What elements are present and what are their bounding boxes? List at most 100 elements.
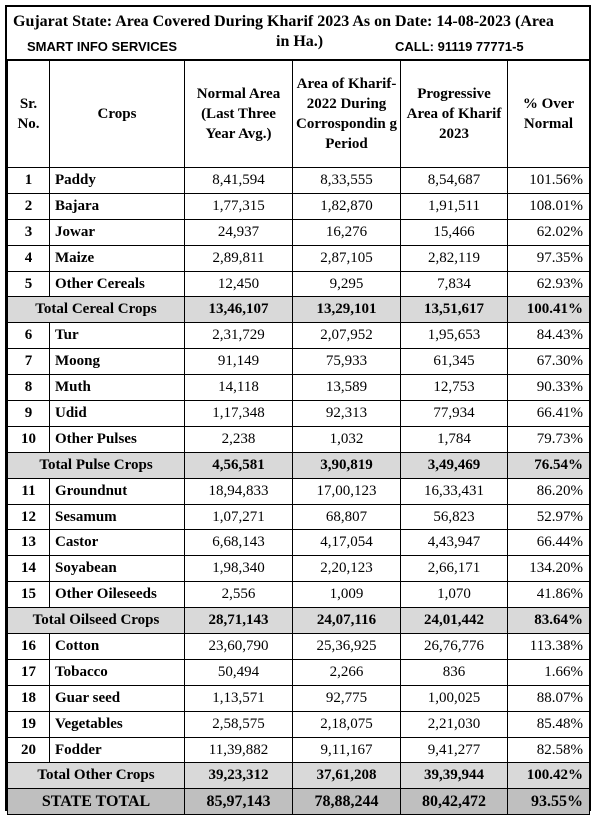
pct-over-normal-cell: 66.44% xyxy=(507,529,590,557)
column-header-crops: Crops xyxy=(49,60,185,168)
kharif-2023-cell: 2,66,171 xyxy=(400,555,508,583)
crop-name-cell: Tur xyxy=(49,322,185,350)
kharif-2022-cell: 9,11,167 xyxy=(292,736,401,764)
total-label: Total Other Crops xyxy=(7,762,185,790)
report-sheet: Gujarat State: Area Covered During Khari… xyxy=(5,5,591,816)
kharif-2023-cell: 2,82,119 xyxy=(400,244,508,272)
pct-over-normal-cell: 93.55% xyxy=(507,788,590,816)
kharif-2022-cell: 68,807 xyxy=(292,503,401,531)
sr-no-cell: 3 xyxy=(7,218,50,246)
pct-over-normal-cell: 86.20% xyxy=(507,477,590,505)
sr-no-cell: 18 xyxy=(7,684,50,712)
kharif-2023-cell: 77,934 xyxy=(400,400,508,427)
normal-area-cell: 28,71,143 xyxy=(184,607,293,635)
sr-no-cell: 8 xyxy=(7,374,50,402)
kharif-2023-cell: 56,823 xyxy=(400,503,508,531)
normal-area-cell: 2,58,575 xyxy=(184,710,293,738)
crop-name-cell: Maize xyxy=(49,244,185,272)
crop-name-cell: Castor xyxy=(49,529,185,557)
kharif-2023-cell: 26,76,776 xyxy=(400,633,508,660)
kharif-2023-cell: 3,49,469 xyxy=(400,451,508,479)
sr-no-cell: 19 xyxy=(7,710,50,738)
kharif-2023-cell: 16,33,431 xyxy=(400,477,508,505)
normal-area-cell: 23,60,790 xyxy=(184,633,293,660)
kharif-2023-cell: 4,43,947 xyxy=(400,529,508,557)
kharif-2023-cell: 12,753 xyxy=(400,374,508,402)
table-row: 13 Castor 6,68,143 4,17,054 4,43,947 66.44% xyxy=(7,529,590,557)
kharif-2023-cell: 1,95,653 xyxy=(400,322,508,350)
crop-name-cell: Moong xyxy=(49,348,185,376)
kharif-2022-cell: 92,775 xyxy=(292,684,401,712)
report-title: Gujarat State: Area Covered During Khari… xyxy=(13,13,554,30)
pct-over-normal-cell: 66.41% xyxy=(507,400,590,427)
crop-name-cell: Other Pulses xyxy=(49,425,185,453)
pct-over-normal-cell: 79.73% xyxy=(507,425,590,453)
normal-area-cell: 13,46,107 xyxy=(184,296,293,324)
pct-over-normal-cell: 134.20% xyxy=(507,555,590,583)
sr-no-cell: 20 xyxy=(7,736,50,764)
normal-area-cell: 1,17,348 xyxy=(184,400,293,427)
kharif-2023-cell: 836 xyxy=(400,658,508,686)
subtotal-row: Total Pulse Crops 4,56,581 3,90,819 3,49,46… xyxy=(7,451,590,479)
table-row: 10 Other Pulses 2,238 1,032 1,784 79.73% xyxy=(7,425,590,453)
normal-area-cell: 24,937 xyxy=(184,218,293,246)
normal-area-cell: 2,31,729 xyxy=(184,322,293,350)
crop-name-cell: Guar seed xyxy=(49,684,185,712)
column-header-normal-area: Normal Area (Last Three Year Avg.) xyxy=(184,60,293,168)
table-row: 15 Other Oileseeds 2,556 1,009 1,070 41.86% xyxy=(7,581,590,609)
kharif-2023-cell: 9,41,277 xyxy=(400,736,508,764)
table-row: 2 Bajara 1,77,315 1,82,870 1,91,511 108.01% xyxy=(7,192,590,220)
column-header-kharif-2023: Progressive Area of Kharif 2023 xyxy=(400,60,508,168)
subtotal-row: Total Oilseed Crops 28,71,143 24,07,116 24,… xyxy=(7,607,590,635)
report-title-continuation: in Ha.) xyxy=(276,33,324,50)
sr-no-cell: 17 xyxy=(7,658,50,686)
crop-name-cell: Other Oileseeds xyxy=(49,581,185,609)
normal-area-cell: 12,450 xyxy=(184,270,293,298)
pct-over-normal-cell: 100.41% xyxy=(507,296,590,324)
crop-name-cell: Jowar xyxy=(49,218,185,246)
kharif-2023-cell: 13,51,617 xyxy=(400,296,508,324)
pct-over-normal-cell: 62.02% xyxy=(507,218,590,246)
crop-name-cell: Bajara xyxy=(49,192,185,220)
crop-name-cell: Tobacco xyxy=(49,658,185,686)
table-row: 7 Moong 91,149 75,933 61,345 67.30% xyxy=(7,348,590,376)
sr-no-cell: 9 xyxy=(7,400,50,427)
pct-over-normal-cell: 113.38% xyxy=(507,633,590,660)
pct-over-normal-cell: 100.42% xyxy=(507,762,590,790)
kharif-2022-cell: 4,17,054 xyxy=(292,529,401,557)
kharif-2023-cell: 7,834 xyxy=(400,270,508,298)
sr-no-cell: 12 xyxy=(7,503,50,531)
sr-no-cell: 6 xyxy=(7,322,50,350)
normal-area-cell: 18,94,833 xyxy=(184,477,293,505)
total-label: Total Cereal Crops xyxy=(7,296,185,324)
crop-name-cell: Paddy xyxy=(49,167,185,194)
pct-over-normal-cell: 52.97% xyxy=(507,503,590,531)
column-header-pct-over-normal: % Over Normal xyxy=(507,60,590,168)
kharif-2022-cell: 9,295 xyxy=(292,270,401,298)
crop-name-cell: Soyabean xyxy=(49,555,185,583)
subtotal-row: Total Other Crops 39,23,312 37,61,208 39,39… xyxy=(7,762,590,790)
table-row: 19 Vegetables 2,58,575 2,18,075 2,21,030 85.4… xyxy=(7,710,590,738)
kharif-2022-cell: 17,00,123 xyxy=(292,477,401,505)
table-row: 11 Groundnut 18,94,833 17,00,123 16,33,431 86… xyxy=(7,477,590,505)
normal-area-cell: 85,97,143 xyxy=(184,788,293,816)
kharif-2023-cell: 1,91,511 xyxy=(400,192,508,220)
kharif-2022-cell: 78,88,244 xyxy=(292,788,401,816)
table-row: 8 Muth 14,118 13,589 12,753 90.33% xyxy=(7,374,590,402)
report-header: Gujarat State: Area Covered During Khari… xyxy=(7,7,589,60)
crop-name-cell: Sesamum xyxy=(49,503,185,531)
table-row: 18 Guar seed 1,13,571 92,775 1,00,025 88.07% xyxy=(7,684,590,712)
kharif-2023-cell: 80,42,472 xyxy=(400,788,508,816)
sr-no-cell: 4 xyxy=(7,244,50,272)
pct-over-normal-cell: 62.93% xyxy=(507,270,590,298)
pct-over-normal-cell: 41.86% xyxy=(507,581,590,609)
kharif-2023-cell: 15,466 xyxy=(400,218,508,246)
sr-no-cell: 13 xyxy=(7,529,50,557)
normal-area-cell: 39,23,312 xyxy=(184,762,293,790)
pct-over-normal-cell: 83.64% xyxy=(507,607,590,635)
kharif-2022-cell: 2,20,123 xyxy=(292,555,401,583)
crop-name-cell: Cotton xyxy=(49,633,185,660)
pct-over-normal-cell: 101.56% xyxy=(507,167,590,194)
crop-name-cell: Other Cereals xyxy=(49,270,185,298)
kharif-2022-cell: 2,266 xyxy=(292,658,401,686)
